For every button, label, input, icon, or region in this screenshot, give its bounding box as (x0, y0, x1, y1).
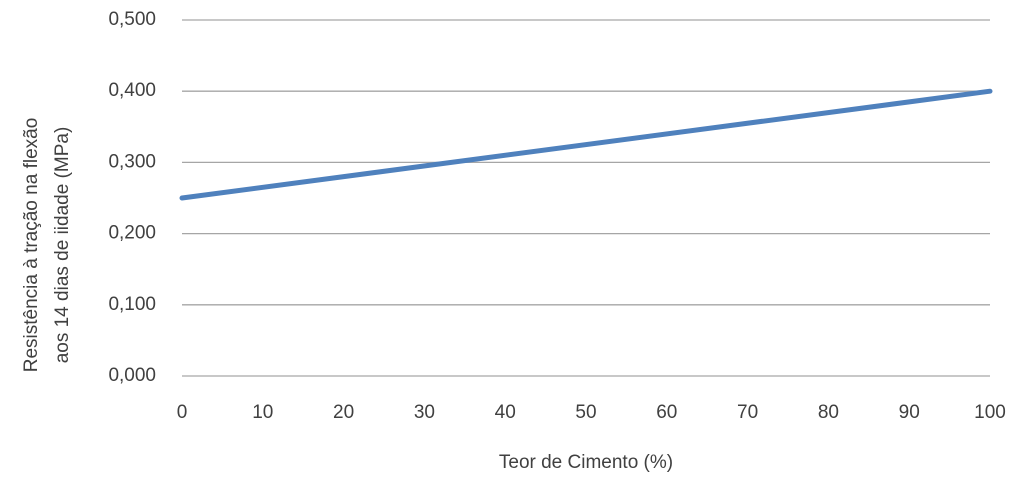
x-tick-label: 10 (252, 402, 273, 423)
x-tick-label: 80 (818, 402, 839, 423)
x-tick-label: 20 (333, 402, 354, 423)
x-axis-title: Teor de Cimento (%) (499, 452, 673, 473)
x-tick-label: 70 (737, 402, 758, 423)
y-tick-label: 0,400 (108, 80, 156, 101)
y-tick-label: 0,300 (108, 151, 156, 172)
x-tick-label: 0 (177, 402, 188, 423)
y-axis-title: Resistência à tração na flexão (21, 118, 42, 373)
y-tick-label: 0,500 (108, 9, 156, 30)
y-tick-label: 0,100 (108, 294, 156, 315)
x-tick-label: 50 (575, 402, 596, 423)
x-tick-label: 100 (974, 402, 1006, 423)
x-tick-label: 30 (414, 402, 435, 423)
x-tick-label: 90 (899, 402, 920, 423)
y-tick-label: 0,000 (108, 365, 156, 386)
y-axis-title: aos 14 dias de iidade (MPa) (52, 127, 73, 364)
x-tick-label: 60 (656, 402, 677, 423)
data-line (179, 88, 993, 201)
y-tick-label: 0,200 (108, 223, 156, 244)
x-tick-label: 40 (495, 402, 516, 423)
